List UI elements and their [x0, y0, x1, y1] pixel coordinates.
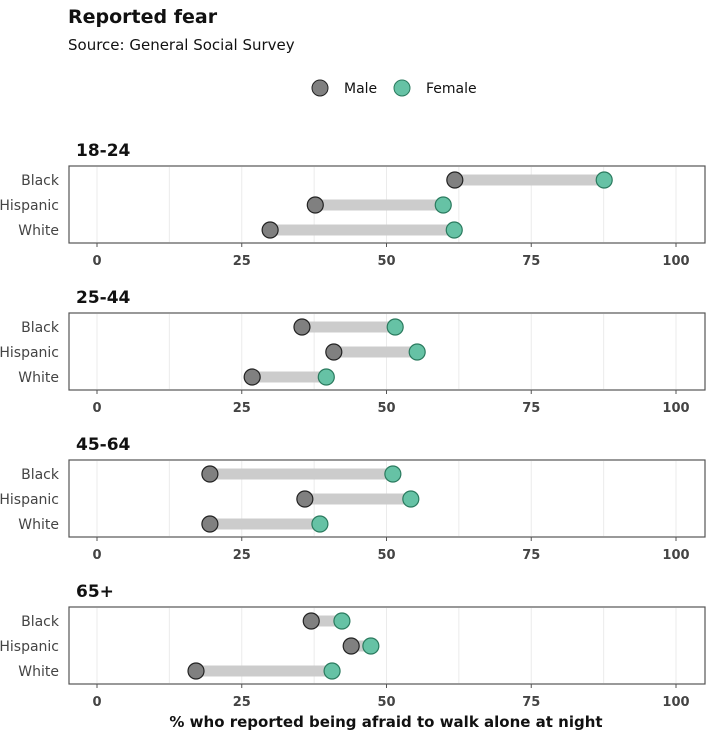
x-tick-label: 25	[233, 548, 251, 563]
y-tick-label: Hispanic	[0, 198, 59, 214]
female-point	[323, 662, 341, 680]
x-tick-label: 50	[377, 695, 395, 710]
legend-male-swatch	[311, 79, 329, 97]
female-point	[386, 318, 404, 336]
panel-45-64: 45-64 0 25 50 75 100 Black Hispanic White	[0, 435, 706, 563]
panel-25-44: 25-44 0 25 50 75 100 Black Hispanic White	[0, 288, 706, 416]
legend-female-label: Female	[426, 81, 477, 97]
x-tick-label: 75	[522, 548, 540, 563]
panel-title: 65+	[76, 582, 114, 602]
female-point	[408, 343, 426, 361]
chart-title: Reported fear	[68, 6, 218, 28]
y-tick-label: Black	[21, 467, 60, 483]
x-tick-label: 0	[92, 548, 101, 563]
female-point	[362, 637, 380, 655]
y-tick-label: Hispanic	[0, 345, 59, 361]
male-point	[187, 662, 205, 680]
male-point	[243, 368, 261, 386]
y-tick-label: White	[18, 664, 59, 680]
y-tick-label: White	[18, 370, 59, 386]
male-point	[342, 637, 360, 655]
y-tick-label: White	[18, 517, 59, 533]
x-tick-label: 75	[522, 254, 540, 269]
panel-title: 25-44	[76, 288, 131, 308]
y-tick-label: Black	[21, 173, 60, 189]
male-point	[261, 221, 279, 239]
legend: Male Female	[311, 79, 477, 97]
x-tick-label: 100	[662, 548, 689, 563]
female-point	[434, 196, 452, 214]
x-tick-label: 0	[92, 695, 101, 710]
female-point	[384, 465, 402, 483]
y-tick-label: Hispanic	[0, 639, 59, 655]
male-point	[306, 196, 324, 214]
x-tick-label: 100	[662, 254, 689, 269]
x-tick-label: 50	[377, 254, 395, 269]
x-tick-label: 75	[522, 695, 540, 710]
female-point	[402, 490, 420, 508]
x-tick-label: 50	[377, 401, 395, 416]
male-point	[296, 490, 314, 508]
x-tick-label: 75	[522, 401, 540, 416]
male-point	[293, 318, 311, 336]
x-tick-label: 25	[233, 254, 251, 269]
legend-female-swatch	[393, 79, 411, 97]
male-point	[325, 343, 343, 361]
y-tick-label: White	[18, 223, 59, 239]
x-tick-label: 25	[233, 401, 251, 416]
panel-65+: 65+ 0 25 50 75 100 Black Hispanic White	[0, 582, 706, 710]
y-tick-label: Black	[21, 614, 60, 630]
panel-18-24: 18-24 0 25 50 75 100 Black Hispanic White	[0, 141, 706, 269]
female-point	[317, 368, 335, 386]
y-tick-label: Hispanic	[0, 492, 59, 508]
male-point	[201, 515, 219, 533]
x-tick-label: 0	[92, 254, 101, 269]
legend-male-label: Male	[344, 81, 377, 97]
male-point	[446, 171, 464, 189]
female-point	[595, 171, 613, 189]
x-tick-label: 0	[92, 401, 101, 416]
x-axis-label: % who reported being afraid to walk alon…	[169, 713, 602, 731]
female-point	[445, 221, 463, 239]
x-tick-label: 100	[662, 401, 689, 416]
female-point	[311, 515, 329, 533]
x-tick-label: 25	[233, 695, 251, 710]
x-tick-label: 50	[377, 548, 395, 563]
chart-subtitle: Source: General Social Survey	[68, 36, 295, 54]
male-point	[201, 465, 219, 483]
panel-title: 18-24	[76, 141, 131, 161]
x-tick-label: 100	[662, 695, 689, 710]
panel-title: 45-64	[76, 435, 131, 455]
y-tick-label: Black	[21, 320, 60, 336]
male-point	[302, 612, 320, 630]
female-point	[333, 612, 351, 630]
